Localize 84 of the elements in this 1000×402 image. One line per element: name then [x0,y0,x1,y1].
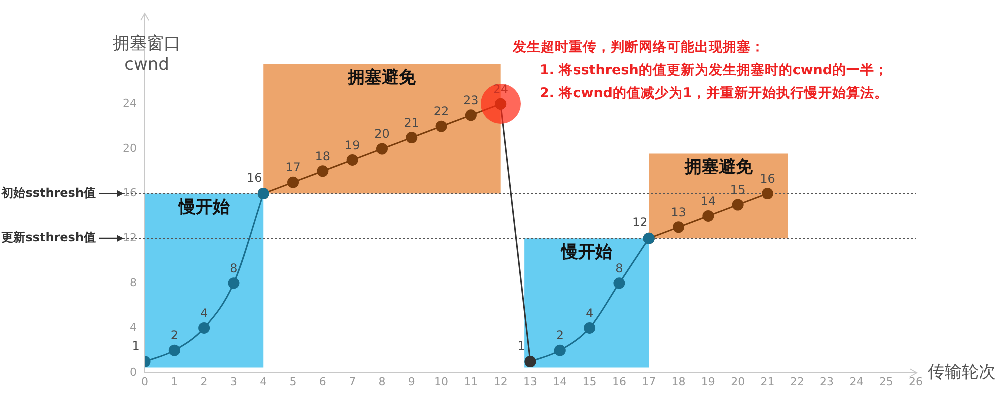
point [436,120,448,132]
x-tick-label: 1 [171,375,178,388]
x-tick-label: 22 [790,375,804,388]
x-tick-label: 18 [672,375,686,388]
data-label: 20 [374,127,390,142]
x-tick-label: 21 [760,375,775,388]
data-label: 1 [132,338,140,353]
band-label: 拥塞避免 [347,68,418,88]
annotation: 2. 将cwnd的值减少为1，并重新开始执行慢开始算法。 [540,84,888,102]
data-label: 12 [632,216,648,230]
data-label: 4 [200,306,208,320]
data-label: 23 [464,94,479,108]
data-label: 24 [493,82,508,96]
y-tick-label: 24 [123,97,137,110]
data-label: 1 [518,338,526,353]
data-label: 22 [434,104,450,119]
point [554,344,566,356]
x-axis-title: 传输轮次 [928,362,996,382]
y-tick-label: 12 [123,231,137,244]
data-label: 2 [556,328,564,343]
annotation: 发生超时重传，判断网络可能出现拥塞： [512,38,765,56]
point [465,110,477,122]
data-label: 17 [286,160,301,175]
point [198,322,210,334]
x-tick-label: 9 [408,375,416,388]
point [288,176,300,188]
annotation: 1. 将ssthresh的值更新为发生拥塞时的cwnd的一半； [540,62,889,78]
data-label: 4 [586,306,594,320]
x-tick-label: 19 [701,375,716,388]
x-tick-label: 16 [612,375,626,388]
x-tick-label: 26 [909,375,923,388]
x-tick-label: 5 [290,375,297,388]
point [346,154,358,166]
data-label: 16 [760,172,776,186]
y-tick-label: 0 [130,366,137,379]
x-tick-label: 11 [464,375,478,388]
point [614,278,626,290]
x-tick-label: 0 [142,375,148,388]
data-label: 18 [315,150,331,164]
point [317,166,329,178]
point [732,199,744,211]
data-label: 8 [616,262,624,276]
x-tick-label: 3 [230,375,238,388]
x-tick-label: 4 [260,375,268,388]
y-tick-label: 4 [130,321,137,334]
data-label: 15 [730,183,746,198]
x-tick-label: 25 [879,375,894,388]
point [762,188,774,200]
y-tick-label: 16 [123,186,137,200]
point [168,344,180,356]
x-tick-label: 17 [642,375,656,388]
data-label: 19 [344,138,360,152]
x-tick-label: 13 [524,375,538,388]
x-tick-label: 14 [553,375,568,388]
y-axis-title: 拥塞窗口 cwnd [113,34,181,75]
band-label: 慢开始 [178,198,231,218]
x-tick-label: 23 [820,375,834,388]
band-label: 慢开始 [560,242,614,263]
x-tick-label: 15 [582,375,597,388]
data-label: 8 [230,262,238,276]
ref-line-label: 初始ssthresh值 [0,186,96,200]
data-label: 2 [170,328,178,343]
data-label: 14 [700,194,716,208]
band-label: 拥塞避免 [684,158,754,178]
x-tick-label: 12 [494,375,508,388]
x-tick-label: 10 [434,375,449,388]
ref-line-label: 更新ssthresh值 [2,230,96,245]
data-label: 16 [246,170,262,185]
point [584,322,596,334]
point [376,143,388,155]
data-label: 21 [404,116,420,130]
y-tick-label: 8 [130,276,137,290]
x-tick-label: 2 [200,375,208,388]
point [228,278,240,290]
x-tick-label: 20 [731,375,746,388]
y-tick-label: 20 [123,142,137,155]
x-tick-label: 7 [349,375,356,388]
data-label: 13 [671,206,686,220]
x-tick-label: 24 [850,375,864,388]
x-tick-label: 6 [319,375,326,388]
point [406,132,418,144]
point [673,222,685,234]
x-tick-label: 8 [378,375,386,388]
point [702,210,714,222]
